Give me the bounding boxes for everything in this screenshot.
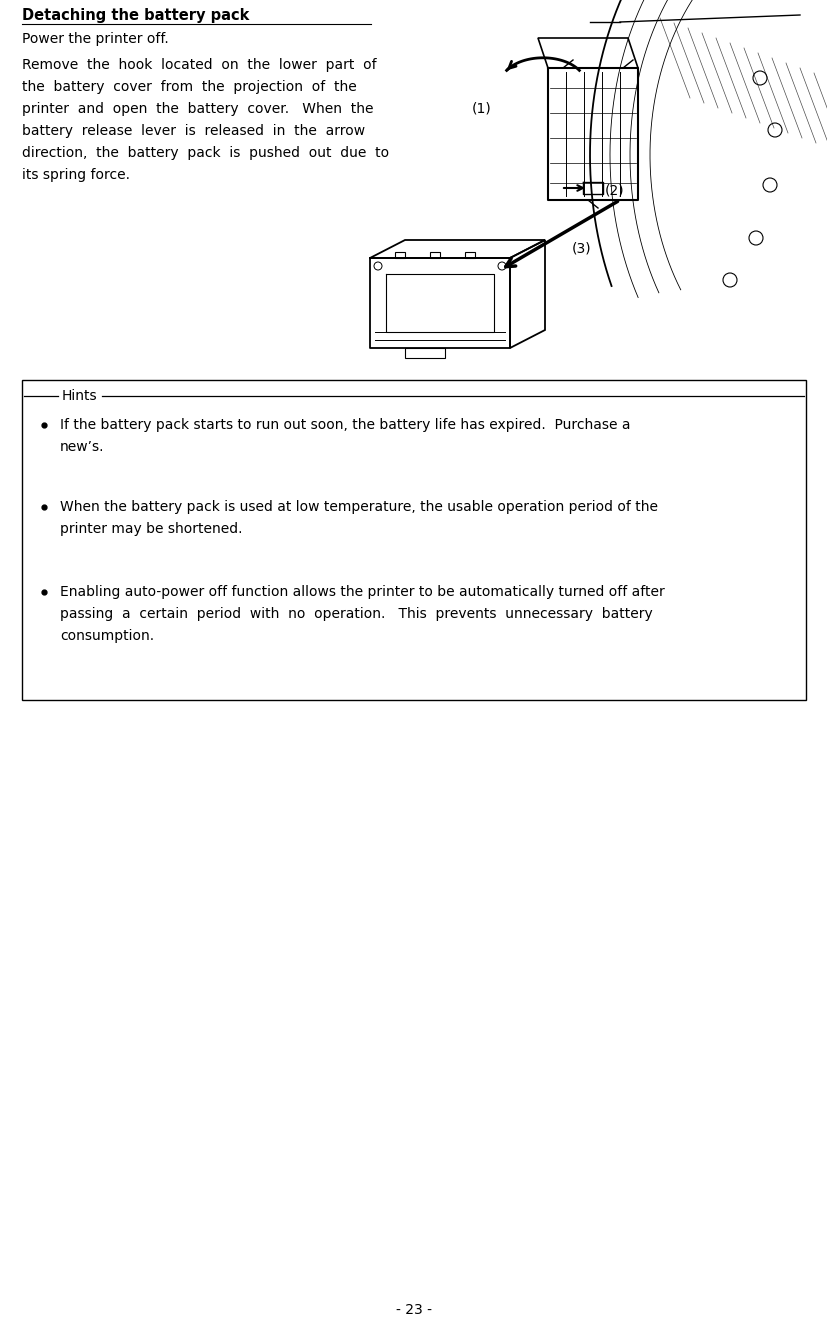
Text: the  battery  cover  from  the  projection  of  the: the battery cover from the projection of…: [22, 80, 356, 94]
Text: new’s.: new’s.: [60, 440, 104, 454]
Text: Enabling auto-power off function allows the printer to be automatically turned o: Enabling auto-power off function allows …: [60, 585, 664, 599]
Text: When the battery pack is used at low temperature, the usable operation period of: When the battery pack is used at low tem…: [60, 500, 657, 514]
Text: printer  and  open  the  battery  cover.   When  the: printer and open the battery cover. When…: [22, 102, 373, 116]
Text: battery  release  lever  is  released  in  the  arrow: battery release lever is released in the…: [22, 124, 365, 138]
Text: direction,  the  battery  pack  is  pushed  out  due  to: direction, the battery pack is pushed ou…: [22, 146, 389, 160]
Text: Hints: Hints: [62, 389, 98, 403]
Text: - 23 -: - 23 -: [395, 1303, 432, 1317]
Text: (2): (2): [605, 183, 624, 196]
Text: consumption.: consumption.: [60, 629, 154, 643]
Text: its spring force.: its spring force.: [22, 168, 130, 182]
Text: printer may be shortened.: printer may be shortened.: [60, 522, 242, 536]
Text: Power the printer off.: Power the printer off.: [22, 32, 169, 45]
Text: Detaching the battery pack: Detaching the battery pack: [22, 8, 249, 23]
Text: (1): (1): [471, 102, 491, 115]
Text: If the battery pack starts to run out soon, the battery life has expired.  Purch: If the battery pack starts to run out so…: [60, 418, 629, 432]
Text: (3): (3): [571, 240, 591, 255]
Text: Remove  the  hook  located  on  the  lower  part  of: Remove the hook located on the lower par…: [22, 57, 376, 72]
Text: passing  a  certain  period  with  no  operation.   This  prevents  unnecessary : passing a certain period with no operati…: [60, 607, 652, 621]
